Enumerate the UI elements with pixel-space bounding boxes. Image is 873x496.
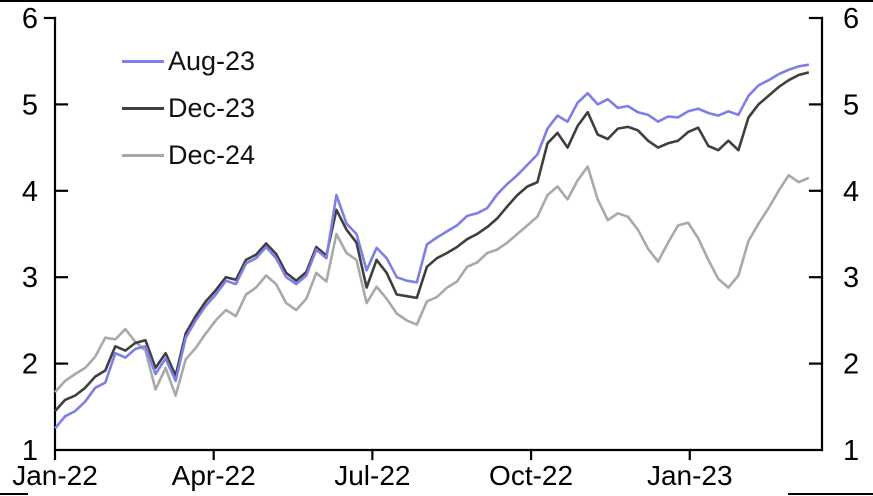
page-border-top (0, 0, 873, 2)
legend-swatch-aug-23 (122, 60, 164, 63)
y-axis-label-right: 4 (843, 176, 859, 208)
y-axis-label-right: 3 (843, 262, 859, 294)
y-axis-label-right: 6 (843, 3, 859, 35)
x-axis-label: Apr-22 (172, 460, 256, 491)
chart-legend: Aug-23 Dec-23 Dec-24 (122, 38, 255, 179)
x-axis-label: Jan-23 (647, 460, 733, 491)
y-axis-label-right: 2 (843, 349, 859, 381)
page-border-bottom-right (788, 493, 873, 495)
legend-item-dec-24: Dec-24 (122, 132, 255, 179)
y-axis-label-left: 2 (22, 349, 38, 381)
y-axis-label-left: 5 (22, 89, 38, 121)
x-axis-label: Jan-22 (12, 460, 98, 491)
page-border-bottom-left (0, 493, 28, 495)
legend-item-dec-23: Dec-23 (122, 85, 255, 132)
series-line-dec-24 (54, 165, 810, 397)
legend-swatch-dec-23 (122, 107, 164, 110)
y-axis-label-right: 5 (843, 89, 859, 121)
y-axis-label-left: 3 (22, 262, 38, 294)
y-axis-label-left: 4 (22, 176, 38, 208)
legend-swatch-dec-24 (122, 154, 164, 157)
x-axis-label: Oct-22 (489, 460, 573, 491)
legend-label-dec-23: Dec-23 (168, 93, 256, 123)
y-axis-label-right: 1 (843, 435, 859, 467)
y-axis-label-left: 6 (22, 3, 38, 35)
legend-item-aug-23: Aug-23 (122, 38, 255, 85)
x-axis-label: Jul-22 (334, 460, 410, 491)
series-line-aug-23 (54, 63, 810, 430)
legend-label-dec-24: Dec-24 (168, 140, 256, 170)
y-axis-label-left: 1 (22, 435, 38, 467)
legend-label-aug-23: Aug-23 (168, 46, 256, 76)
